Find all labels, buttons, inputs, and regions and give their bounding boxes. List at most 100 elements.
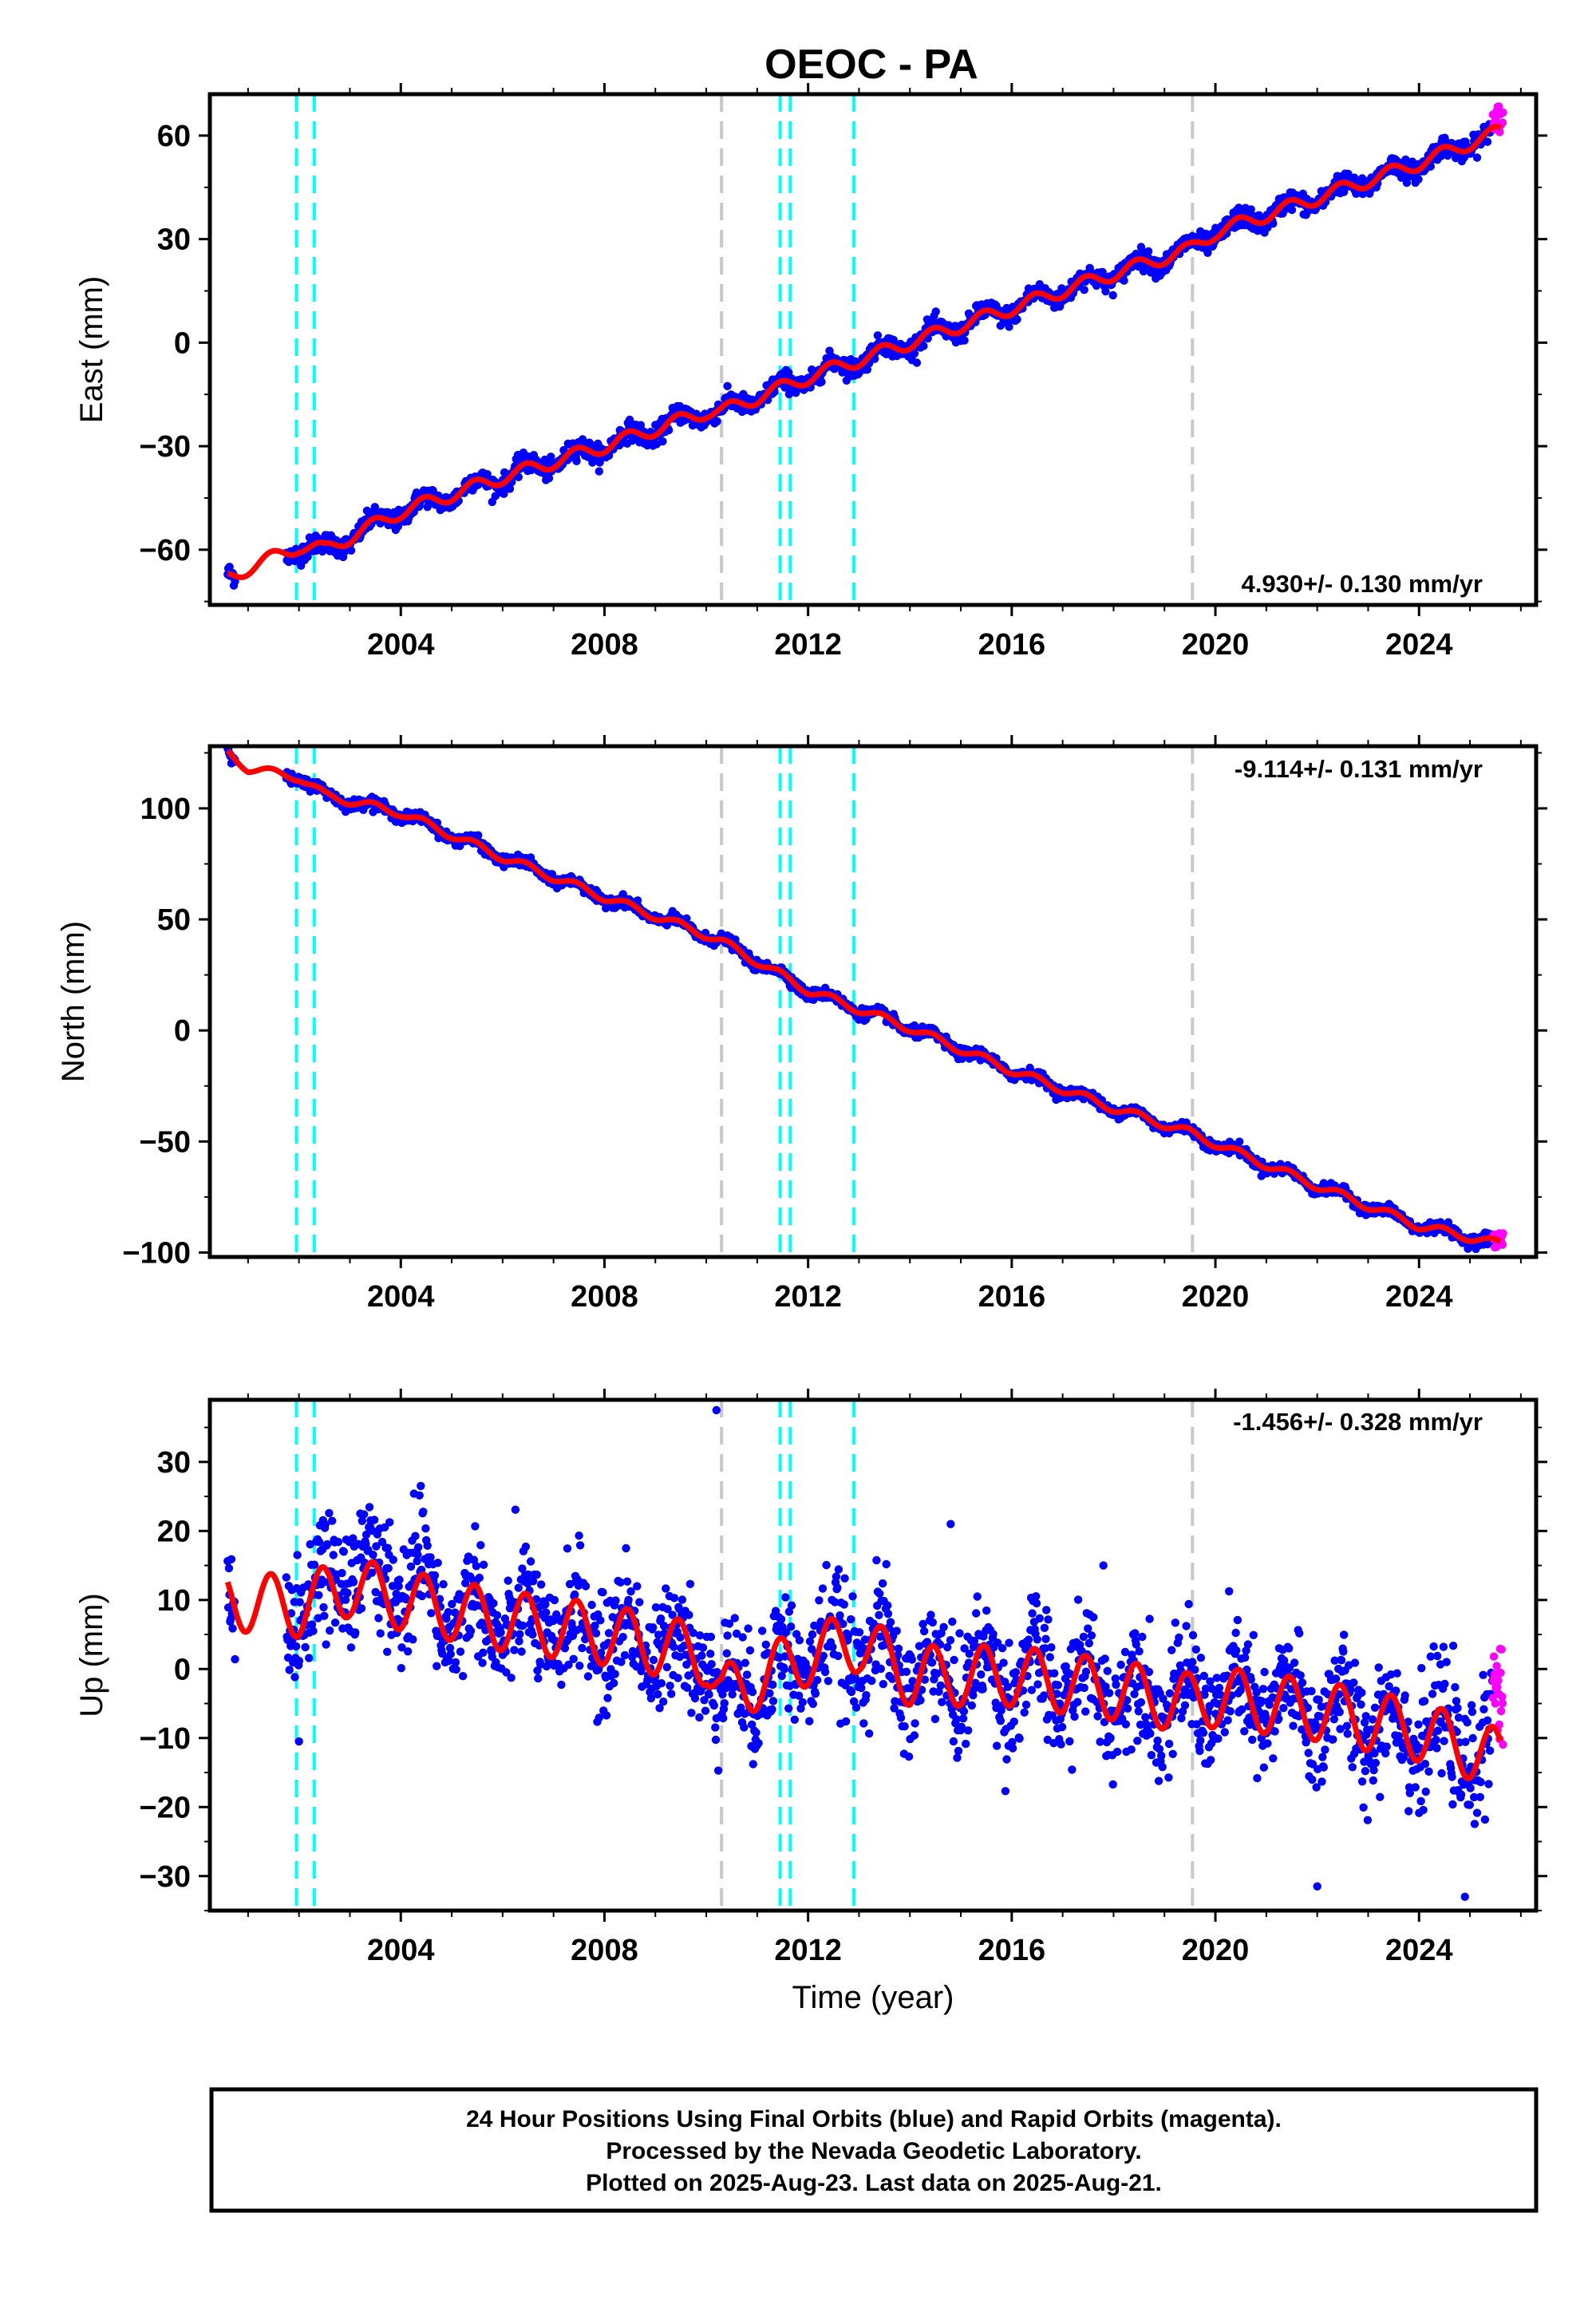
east-daily-point [960,336,969,345]
north-final-orbit-points [223,746,1497,1254]
east-rate-label: 4.930+/- 0.130 mm/yr [1242,570,1483,598]
up-daily-point [458,1672,468,1681]
east-final-orbit-points [223,120,1497,590]
up-daily-point [439,1579,448,1589]
north-rate-label: -9.114+/- 0.131 mm/yr [1235,755,1483,783]
up-daily-point [385,1518,394,1527]
up-daily-point [728,1690,737,1699]
up-daily-point [496,1628,505,1637]
up-daily-point [305,1654,314,1662]
up-daily-point [713,1766,723,1775]
east-model-curve [226,124,1503,580]
up-daily-point [624,1595,633,1604]
east-daily-point [931,307,940,316]
up-daily-point [423,1541,432,1550]
east-daily-point [393,522,403,531]
up-daily-point [622,1543,630,1553]
east-daily-point [1269,219,1278,228]
up-daily-point [228,1624,237,1633]
up-daily-point [526,1557,535,1566]
up-daily-point [569,1654,578,1663]
east-x-tick-label: 2004 [367,628,435,662]
up-daily-point [301,1642,310,1652]
up-daily-point [521,1542,531,1551]
east-x-tick-label: 2008 [571,628,638,662]
up-daily-point [563,1544,572,1553]
north-x-tick-label: 2004 [367,1280,435,1314]
up-daily-point [339,1547,348,1556]
east-daily-point [1144,247,1153,256]
up-daily-point [315,1538,324,1547]
up-daily-point [478,1658,487,1667]
up-daily-point [472,1562,481,1571]
up-daily-point [227,1555,236,1563]
up-daily-point [698,1643,708,1652]
up-daily-point [701,1706,710,1715]
up-daily-point [369,1516,379,1524]
up-daily-point [384,1563,393,1573]
east-daily-point [1108,290,1117,300]
up-daily-point [603,1694,612,1702]
up-daily-point [706,1632,716,1642]
up-daily-point [433,1662,441,1670]
up-daily-point [528,1630,537,1639]
up-daily-point [329,1551,338,1559]
up-daily-point [343,1588,352,1598]
up-daily-point [602,1711,611,1720]
up-daily-point [504,1576,512,1585]
east-daily-point [595,458,604,467]
east-daily-point [1414,175,1423,184]
up-daily-point [685,1611,693,1619]
east-daily-point [578,435,587,444]
east-y-tick-label: 30 [157,223,191,257]
up-daily-point [635,1598,644,1607]
up-daily-point [705,1690,713,1699]
up-daily-point [325,1508,334,1518]
up-daily-point [618,1633,627,1642]
east-daily-point [1013,315,1021,324]
up-daily-point [411,1531,420,1540]
up-plot-area [223,1400,1507,1911]
up-daily-point [376,1629,385,1638]
east-rapid-point [1498,118,1507,127]
up-daily-point [417,1481,425,1491]
up-daily-point [711,1723,720,1732]
north-y-axis-label: North (mm) [56,921,91,1082]
up-daily-point [560,1644,570,1653]
up-daily-point [516,1630,524,1638]
up-daily-point [334,1537,343,1547]
up-daily-point [687,1709,696,1717]
up-daily-point [709,1701,718,1710]
up-daily-point [587,1600,596,1610]
east-y-axis-label: East (mm) [74,276,109,423]
up-daily-point [389,1555,397,1564]
up-daily-point [511,1505,520,1514]
up-daily-point [662,1584,670,1593]
up-daily-point [282,1573,290,1582]
up-daily-point [231,1654,239,1664]
up-daily-point [421,1524,430,1533]
up-daily-point [433,1559,442,1567]
east-daily-point [723,381,732,390]
east-plot-area [223,94,1507,605]
north-daily-point [474,831,483,840]
up-daily-point [604,1629,614,1638]
east-daily-point [1120,276,1128,285]
up-daily-point [338,1568,346,1578]
up-daily-point [452,1665,460,1674]
north-x-tick-label: 2008 [571,1280,638,1314]
up-daily-point [419,1508,428,1516]
up-daily-point [357,1604,366,1613]
up-daily-point [430,1571,440,1580]
up-daily-point [659,1697,668,1706]
up-daily-point [224,1563,234,1573]
up-daily-point [397,1664,405,1673]
east-daily-point [346,546,356,555]
up-daily-point [427,1609,436,1618]
up-daily-point [285,1666,294,1674]
up-daily-point [351,1628,360,1637]
